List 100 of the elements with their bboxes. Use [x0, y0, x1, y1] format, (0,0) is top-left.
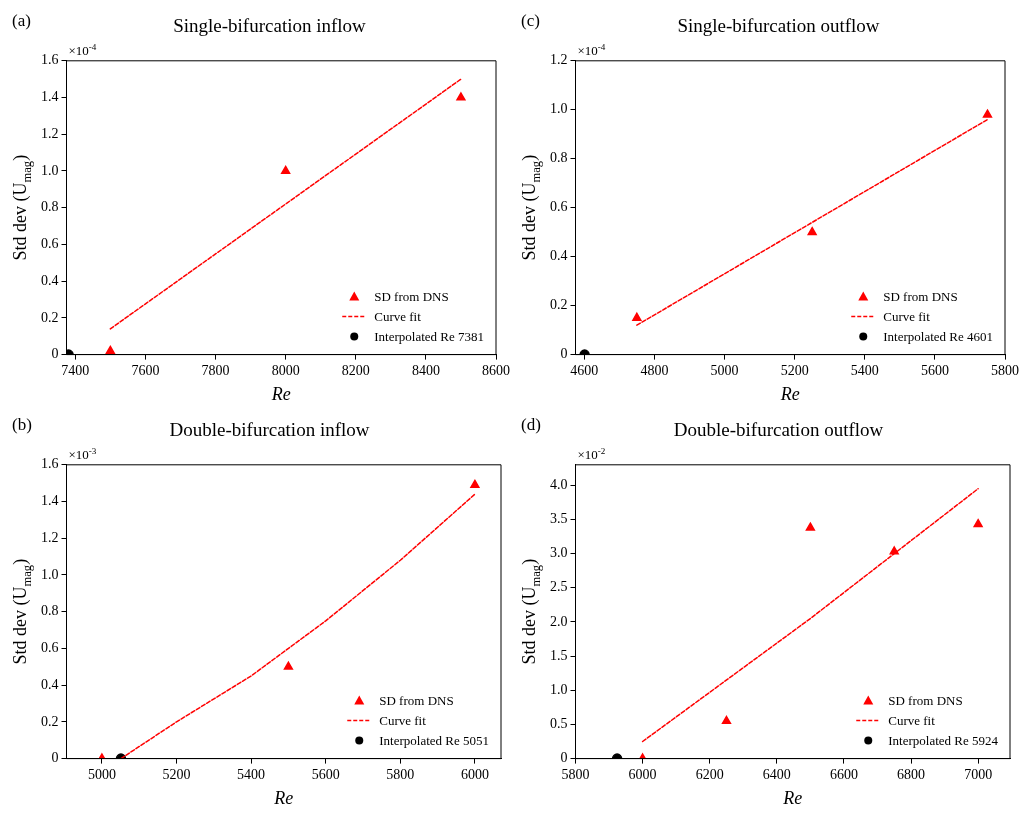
legend-label: Curve fit — [883, 308, 931, 324]
x-tick-label: 5800 — [991, 362, 1019, 378]
point — [470, 479, 480, 488]
point — [807, 226, 817, 236]
y-axis-title: Std dev (Umag) — [519, 154, 543, 261]
y-tick-label: 3.0 — [550, 545, 568, 561]
x-tick-label: 6200 — [695, 766, 724, 782]
y-tick-label: 1.0 — [41, 162, 59, 178]
y-tick-label: 1.0 — [550, 681, 568, 697]
y-tick-label: 2.5 — [550, 579, 568, 595]
x-tick-label: 7400 — [61, 362, 90, 378]
legend-label: SD from DNS — [888, 692, 963, 708]
y-tick-label: 0 — [51, 346, 59, 362]
y-tick-label: 1.6 — [41, 52, 59, 68]
legend-label: Interpolated Re 4601 — [883, 328, 994, 344]
x-tick-label: 5200 — [162, 766, 191, 782]
point — [889, 546, 899, 555]
x-tick-label: 6600 — [829, 766, 858, 782]
y-tick-label: 0.4 — [41, 676, 59, 692]
y-tick-label: 1.4 — [41, 89, 59, 105]
y-tick-label: 0.2 — [41, 309, 59, 325]
x-tick-label: 5800 — [386, 766, 415, 782]
text: (d) — [521, 415, 541, 434]
y-tick-label: 1.0 — [41, 566, 59, 582]
y-tick-label: 0.6 — [41, 640, 59, 656]
x-tick-label: 5200 — [780, 362, 809, 378]
y-tick-label: 0.8 — [41, 199, 59, 215]
legend-label: Interpolated Re 5051 — [379, 732, 490, 748]
y-tick-label: 0.2 — [550, 297, 568, 313]
y-tick-label: 0.6 — [550, 199, 568, 215]
y-tick-label: 0 — [51, 750, 59, 766]
point — [105, 345, 115, 354]
y-tick-label: 0.8 — [550, 150, 568, 166]
legend-label: SD from DNS — [883, 288, 958, 304]
y-tick-label: 0.8 — [41, 603, 59, 619]
x-axis-title: Re — [782, 787, 803, 808]
legend-label: Interpolated Re 7381 — [374, 328, 485, 344]
y-tick-label: 1.6 — [41, 456, 59, 472]
chart-title: Single-bifurcation inflow — [173, 15, 367, 37]
x-tick-label: 6000 — [628, 766, 657, 782]
x-tick-label: 6800 — [897, 766, 926, 782]
y-tick-label: 1.4 — [41, 493, 59, 509]
x-tick-label: 8200 — [341, 362, 370, 378]
x-tick-label: 5600 — [311, 766, 340, 782]
x-tick-label: 5600 — [920, 362, 949, 378]
x-tick-label: 5000 — [87, 766, 116, 782]
legend-label: SD from DNS — [374, 288, 449, 304]
legend-label: Curve fit — [374, 308, 422, 324]
y-tick-label: 1.2 — [41, 125, 59, 141]
legend-label: Curve fit — [379, 712, 427, 728]
text: (c) — [521, 11, 540, 30]
point — [973, 518, 983, 528]
point — [283, 661, 294, 670]
x-tick-label: 4800 — [640, 362, 669, 378]
chart-title: Double-bifurcation outflow — [673, 419, 884, 441]
point — [982, 109, 993, 118]
y-tick-label: 0.6 — [41, 236, 59, 252]
x-axis-title: Re — [779, 383, 800, 404]
y-tick-label: 0.4 — [550, 248, 568, 264]
y-tick-label: 1.0 — [550, 101, 568, 117]
point — [721, 715, 732, 725]
text: (b) — [12, 415, 32, 434]
y-tick-label: 0 — [560, 750, 568, 766]
x-tick-label: 7000 — [964, 766, 993, 782]
y-tick-label: 0.2 — [41, 713, 59, 729]
x-tick-label: 6000 — [460, 766, 489, 782]
point — [632, 312, 642, 321]
y-tick-label: 0.5 — [550, 716, 568, 732]
x-tick-label: 8400 — [411, 362, 440, 378]
x-tick-label: 5400 — [237, 766, 266, 782]
text: (a) — [12, 11, 31, 30]
x-tick-label: 5800 — [561, 766, 590, 782]
y-axis-title: Std dev (Umag) — [519, 558, 543, 665]
y-axis-title: Std dev (Umag) — [10, 558, 34, 665]
y-tick-label: 4.0 — [550, 476, 568, 492]
y-tick-label: 1.5 — [550, 647, 568, 663]
x-tick-label: 7600 — [131, 362, 160, 378]
legend-label: Interpolated Re 5924 — [888, 732, 999, 748]
x-axis-title: Re — [270, 383, 291, 404]
x-tick-label: 6400 — [762, 766, 791, 782]
legend-label: Curve fit — [888, 712, 936, 728]
y-tick-label: 2.0 — [550, 613, 568, 629]
y-tick-label: 1.2 — [550, 52, 568, 68]
point — [280, 165, 291, 174]
chart-title: Single-bifurcation outflow — [677, 15, 880, 37]
x-tick-label: 8600 — [482, 362, 510, 378]
x-tick-label: 5400 — [850, 362, 879, 378]
x-tick-label: 5000 — [710, 362, 739, 378]
y-tick-label: 0 — [560, 346, 568, 362]
y-tick-label: 3.5 — [550, 511, 568, 527]
point — [805, 522, 816, 531]
chart-title: Double-bifurcation inflow — [169, 419, 370, 441]
y-axis-title: Std dev (Umag) — [10, 154, 34, 261]
x-tick-label: 7800 — [201, 362, 230, 378]
x-axis-title: Re — [273, 787, 294, 808]
x-tick-label: 8000 — [271, 362, 300, 378]
point — [456, 92, 466, 101]
x-tick-label: 4600 — [570, 362, 599, 378]
y-tick-label: 1.2 — [41, 529, 59, 545]
legend-label: SD from DNS — [379, 692, 454, 708]
